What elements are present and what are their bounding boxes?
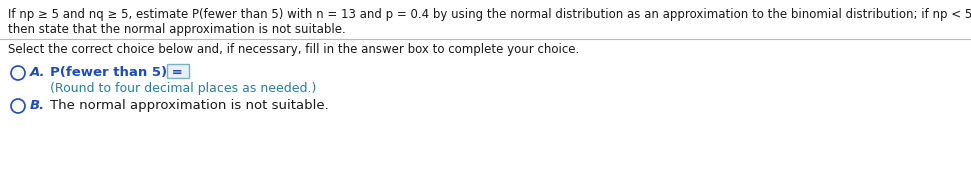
Text: The normal approximation is not suitable.: The normal approximation is not suitable… xyxy=(50,99,329,112)
Bar xyxy=(167,64,189,78)
Text: A.: A. xyxy=(30,66,46,79)
Text: Select the correct choice below and, if necessary, fill in the answer box to com: Select the correct choice below and, if … xyxy=(8,43,580,56)
Text: (Round to four decimal places as needed.): (Round to four decimal places as needed.… xyxy=(50,82,317,95)
Text: B.: B. xyxy=(30,99,45,112)
Text: P(fewer than 5) =: P(fewer than 5) = xyxy=(50,66,183,79)
Text: If np ≥ 5 and nq ≥ 5, estimate P(fewer than 5) with n = 13 and p = 0.4 by using : If np ≥ 5 and nq ≥ 5, estimate P(fewer t… xyxy=(8,8,971,21)
Text: then state that the normal approximation is not suitable.: then state that the normal approximation… xyxy=(8,23,346,36)
